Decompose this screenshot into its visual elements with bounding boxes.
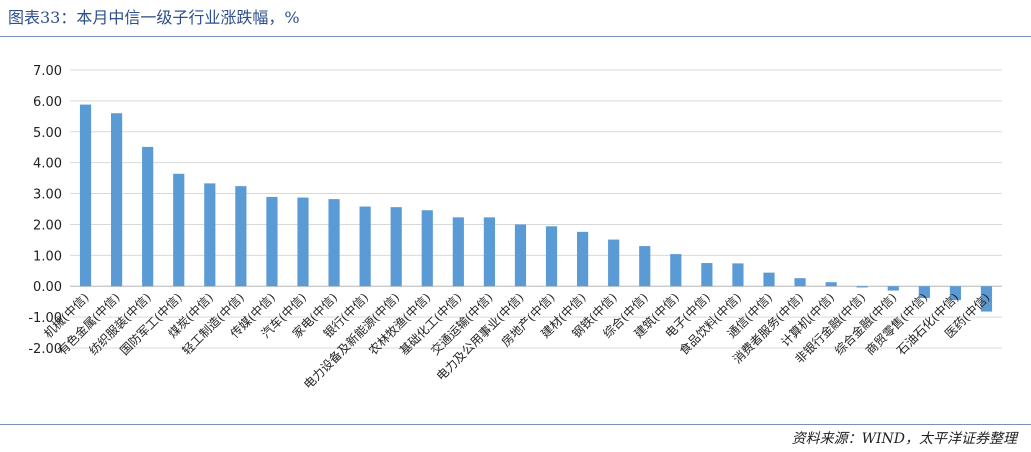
- bar: [235, 186, 247, 287]
- bar: [483, 217, 495, 287]
- y-tick-label: 3.00: [33, 188, 62, 203]
- y-tick-label: 1.00: [33, 249, 62, 264]
- y-tick-label: 2.00: [33, 218, 62, 233]
- bar: [111, 113, 123, 287]
- bar: [701, 263, 713, 287]
- y-tick-label: -1.00: [28, 311, 62, 326]
- bar: [639, 246, 651, 287]
- bottom-divider: [0, 424, 1031, 425]
- y-tick-label: -2.00: [28, 342, 62, 357]
- chart-title: 图表33：本月中信一级子行业涨跌幅，%: [8, 8, 300, 27]
- bar: [887, 286, 899, 291]
- bar: [918, 286, 930, 298]
- source-note: 资料来源：WIND，太平洋证券整理: [791, 431, 1017, 447]
- bar: [328, 199, 340, 287]
- bar: [452, 217, 464, 287]
- bar: [763, 272, 775, 287]
- bar: [173, 173, 185, 287]
- bar: [390, 207, 402, 287]
- bar: [856, 286, 868, 288]
- bar: [794, 278, 806, 287]
- y-tick-label: 5.00: [33, 126, 62, 141]
- bar: [670, 254, 682, 287]
- bar: [949, 286, 961, 301]
- bar: [825, 282, 837, 287]
- bar: [359, 206, 371, 287]
- bar: [980, 286, 993, 312]
- bar: [545, 226, 558, 287]
- bar-chart: -2.00 -1.00 0.00 1.00 2.00 3.00 4.00 5.00 6.00 7.…: [28, 64, 1002, 392]
- bar: [421, 210, 433, 287]
- bar: [79, 104, 92, 287]
- bar: [732, 263, 744, 287]
- top-divider: [0, 36, 1031, 37]
- bar: [297, 197, 309, 287]
- bar: [204, 183, 216, 287]
- y-tick-label: 4.00: [33, 157, 62, 172]
- y-tick-label: 6.00: [33, 95, 62, 110]
- bar: [514, 224, 527, 287]
- bar: [142, 146, 154, 287]
- bar: [266, 196, 278, 287]
- y-tick-label: 7.00: [33, 64, 62, 79]
- bar: [608, 239, 620, 287]
- bar: [577, 231, 589, 287]
- y-tick-label: 0.00: [33, 280, 62, 295]
